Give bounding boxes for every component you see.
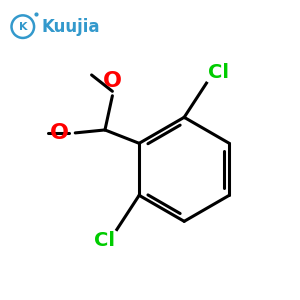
- Text: Cl: Cl: [208, 63, 229, 82]
- Text: O: O: [50, 123, 69, 143]
- Text: Cl: Cl: [94, 231, 116, 250]
- Text: K: K: [19, 22, 27, 32]
- Text: Kuujia: Kuujia: [41, 18, 100, 36]
- Text: O: O: [103, 71, 122, 91]
